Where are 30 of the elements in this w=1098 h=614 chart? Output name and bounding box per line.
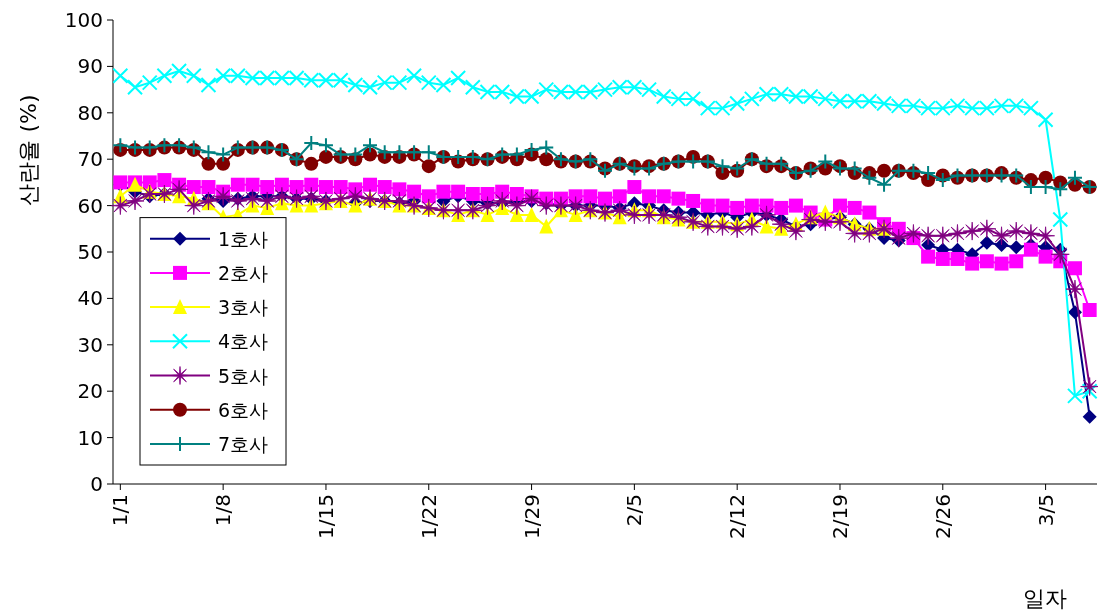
legend-label: 2호사 <box>218 261 269 284</box>
y-tick-label: 90 <box>77 54 103 79</box>
legend-label: 7호사 <box>218 432 269 455</box>
legend-label: 6호사 <box>218 398 269 421</box>
x-tick-label: 2/19 <box>827 494 852 539</box>
y-tick-label: 0 <box>90 472 103 496</box>
x-tick-label: 1/1 <box>108 494 133 527</box>
x-tick-label: 2/12 <box>725 494 750 539</box>
x-tick-label: 1/22 <box>416 494 441 539</box>
y-tick-label: 40 <box>77 286 103 311</box>
x-tick-label: 3/5 <box>1033 494 1058 527</box>
x-tick-label: 1/8 <box>211 494 236 527</box>
y-tick-label: 80 <box>77 100 103 125</box>
y-tick-label: 60 <box>77 193 103 218</box>
x-tick-label: 1/15 <box>313 494 338 539</box>
legend-label: 5호사 <box>218 364 269 387</box>
y-tick-label: 10 <box>77 425 103 450</box>
x-tick-label: 1/29 <box>519 494 544 539</box>
y-axis-title: 산란율 (%) <box>16 94 41 206</box>
legend-label: 1호사 <box>218 227 269 250</box>
y-tick-label: 100 <box>64 8 103 32</box>
y-tick-label: 50 <box>77 240 103 264</box>
legend-label: 4호사 <box>218 330 269 353</box>
y-tick-label: 30 <box>77 332 103 357</box>
y-tick-label: 20 <box>77 379 103 404</box>
legend-label: 3호사 <box>218 296 269 319</box>
y-tick-label: 70 <box>77 147 103 172</box>
x-tick-label: 2/26 <box>930 494 955 539</box>
x-axis-title: 일자 <box>1023 586 1067 611</box>
x-tick-label: 2/5 <box>622 494 647 527</box>
